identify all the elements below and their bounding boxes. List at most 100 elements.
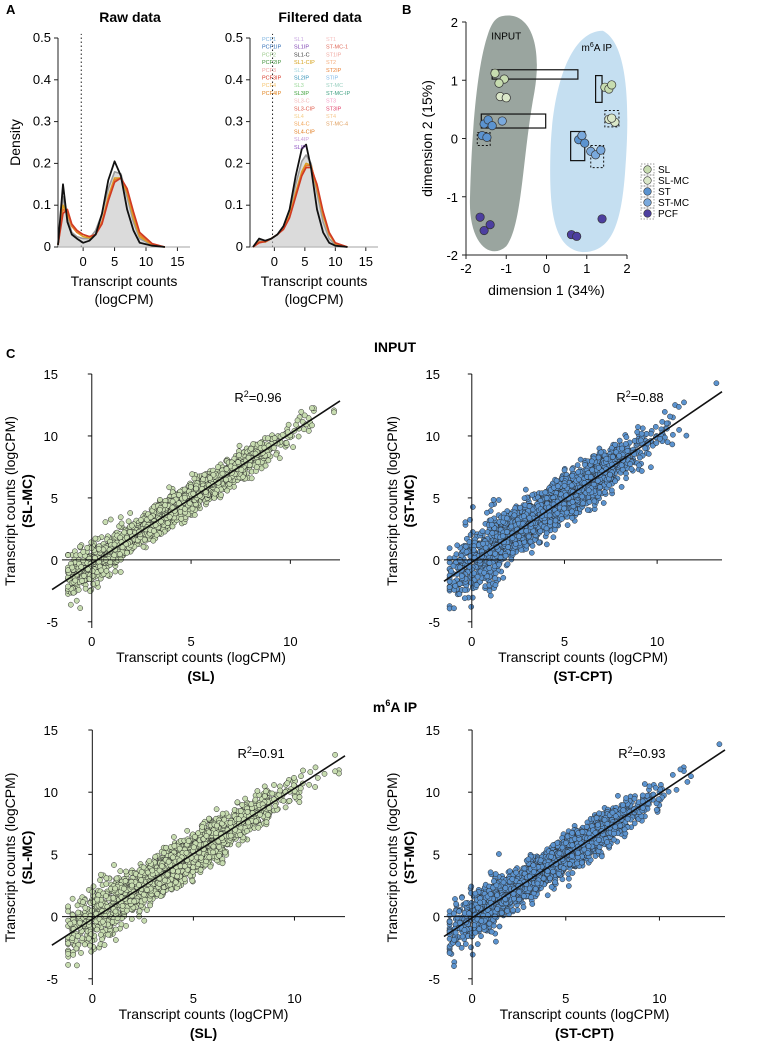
y-tick-label: 0.4 [33,72,51,87]
scatter-point [608,487,615,494]
x-tick-label: -1 [500,261,512,276]
scatter-point [169,523,176,530]
scatter-point [681,399,687,406]
y-tick-label: 2 [451,15,458,30]
y-tick-label: 0 [236,239,243,254]
y-tick-label: -1 [446,190,458,205]
scatter-point [487,592,494,599]
legend-entry: SL4IP [294,137,309,143]
scatter-point [111,541,118,548]
scatter-point [638,430,645,437]
scatter-point [624,447,631,454]
scatter-point [201,471,208,478]
scatter-point [238,466,245,473]
scatter-point [492,582,499,588]
scatter-point [273,451,280,458]
scatter-point [246,462,253,468]
scatter-point [90,581,96,587]
panel-label-a: A [6,2,16,17]
legend-entry: PCF2IP [262,60,282,66]
scatter-point [612,478,619,485]
scatter-point [65,583,71,590]
legend-entry: SL4 [294,114,304,120]
legend-entry: SLIP [294,145,306,151]
scatter-point [527,538,534,545]
scatter-point [639,425,646,432]
y-tick-label: -5 [46,615,58,630]
y-tick-label: 0.3 [33,114,51,129]
scatter-point [713,380,720,387]
legend-entry: ST-MC-1 [326,45,348,51]
y-tick-label: 0.4 [225,72,243,87]
y-tick-label: 0 [44,239,51,254]
scatter-point [601,489,608,496]
section-title-input: INPUT [374,339,416,355]
x-tick-label: 1 [583,261,590,276]
legend-entry: SL1-C [294,52,310,58]
scatter-point [569,515,575,521]
scatter-point [77,605,84,611]
legend-entry: SL1 [294,37,304,43]
x-tick-label: 15 [359,254,373,269]
legend-entry: ST3IP [326,106,342,112]
y-tick-label: 0.5 [225,30,243,45]
scatter-point [65,552,71,558]
x-tick-label: -2 [460,261,472,276]
scatter-point [147,514,154,521]
x-tick-label: 5 [187,634,194,649]
x-tick-label: 10 [139,254,153,269]
mds-point-sl [607,80,617,90]
scatter-point [468,579,474,586]
mds-point-st [487,121,497,131]
legend-entry: ST2 [326,60,336,66]
mds-point-pcf [475,212,485,222]
legend-label: PCF [658,209,678,220]
scatter-point [285,421,292,428]
legend-entry: ST1 [326,37,336,43]
legend-entry: PCF4IP [262,91,282,97]
scatter-point [75,586,82,593]
x-axis-sublabel: (SL) [187,668,214,684]
group-label-input: INPUT [491,31,521,42]
scatter-point [495,497,502,503]
density-line-black [252,143,348,248]
density-band-grey [58,171,165,247]
scatter-point [584,507,591,513]
scatter-point [452,583,459,589]
scatter-point [112,568,119,575]
section-title-ip-prefix: m [373,699,385,715]
scatter-point [107,516,114,523]
y-tick-label: 0.5 [33,30,51,45]
x-tick-label: 10 [283,634,297,649]
scatter-point [193,485,199,492]
scatter-point [636,454,643,461]
legend-entry: ST-MC-IP [326,91,350,97]
mds-point-sl-mc [501,93,511,103]
legend-entry: ST-MC-4 [326,122,348,128]
group-label-ip: m6A IP [582,42,613,54]
scatter-point [609,454,616,460]
section-title-ip: m6A IP [373,698,417,715]
scatter-point [253,464,260,470]
scatter-point [138,517,144,523]
scatter-point [248,445,254,452]
scatter-point [616,437,623,444]
y-tick-label: 0.3 [225,114,243,129]
density-line-black [57,160,165,248]
scatter-point [659,418,666,425]
x-tick-label: 0 [271,254,278,269]
density-band-grey [253,155,348,247]
scatter-point [564,522,571,528]
scatter-point [653,440,660,446]
x-axis-label-units: (logCPM) [284,291,343,307]
scatter-point [661,409,668,415]
scatter-point [164,520,171,526]
x-tick-label: 0 [88,634,95,649]
group-label-ip-prefix: m [582,43,590,54]
mds-point-pcf [572,231,582,241]
scatter-point [509,549,516,556]
panel-label-b: B [402,2,411,17]
